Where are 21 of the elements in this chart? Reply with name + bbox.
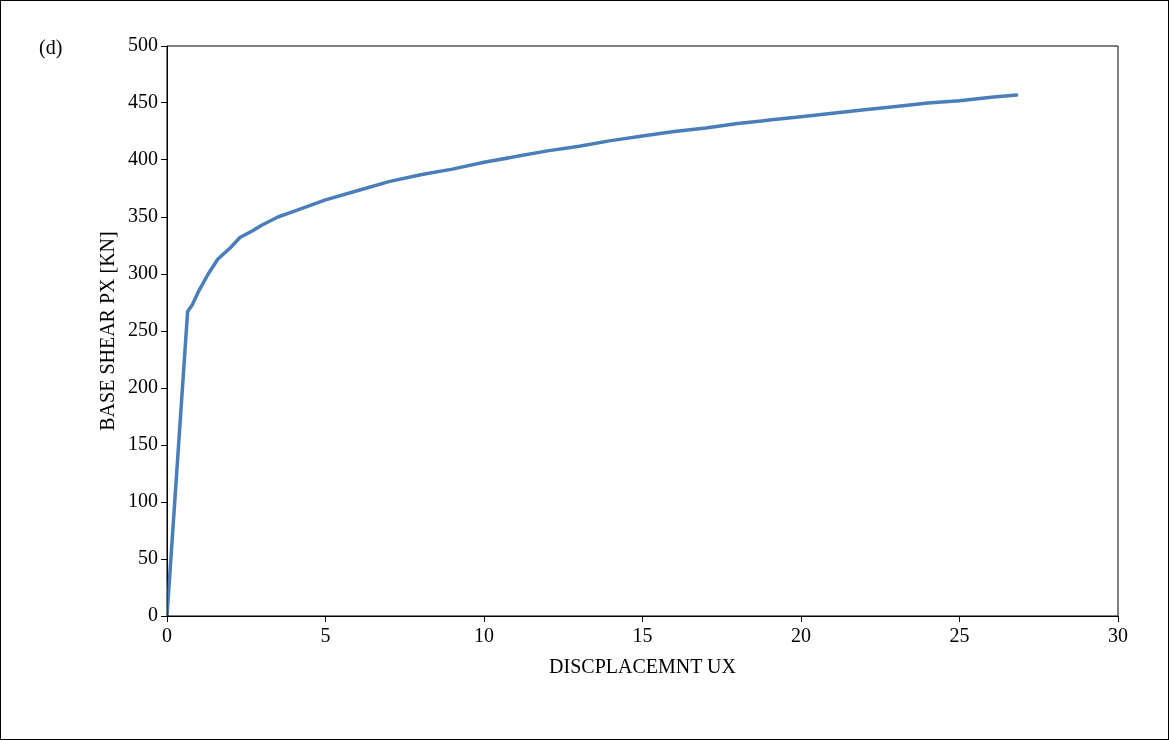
y-tick-label: 450 bbox=[128, 90, 158, 113]
y-axis-title: BASE SHEAR PX [KN] bbox=[96, 231, 119, 431]
chart-title: (d) bbox=[39, 36, 63, 60]
x-tick-label: 10 bbox=[474, 624, 494, 647]
x-tick-label: 30 bbox=[1108, 624, 1128, 647]
y-tick-label: 250 bbox=[128, 318, 158, 341]
y-tick-label: 200 bbox=[128, 375, 158, 398]
y-tick-label: 350 bbox=[128, 204, 158, 227]
y-tick-label: 0 bbox=[148, 603, 158, 626]
x-tick-label: 25 bbox=[949, 624, 970, 647]
x-tick-label: 20 bbox=[791, 624, 811, 647]
x-tick-label: 5 bbox=[320, 624, 331, 647]
y-tick-label: 400 bbox=[128, 147, 158, 170]
x-tick-label: 15 bbox=[632, 624, 653, 647]
y-tick-label: 150 bbox=[128, 432, 158, 455]
y-tick-label: 100 bbox=[128, 489, 158, 512]
x-tick-label: 0 bbox=[162, 624, 172, 647]
y-tick-label: 300 bbox=[128, 261, 158, 284]
y-tick-label: 500 bbox=[128, 33, 158, 56]
x-axis-title: DISCPLACEMNT UX bbox=[549, 655, 737, 678]
y-tick-label: 50 bbox=[138, 546, 158, 569]
